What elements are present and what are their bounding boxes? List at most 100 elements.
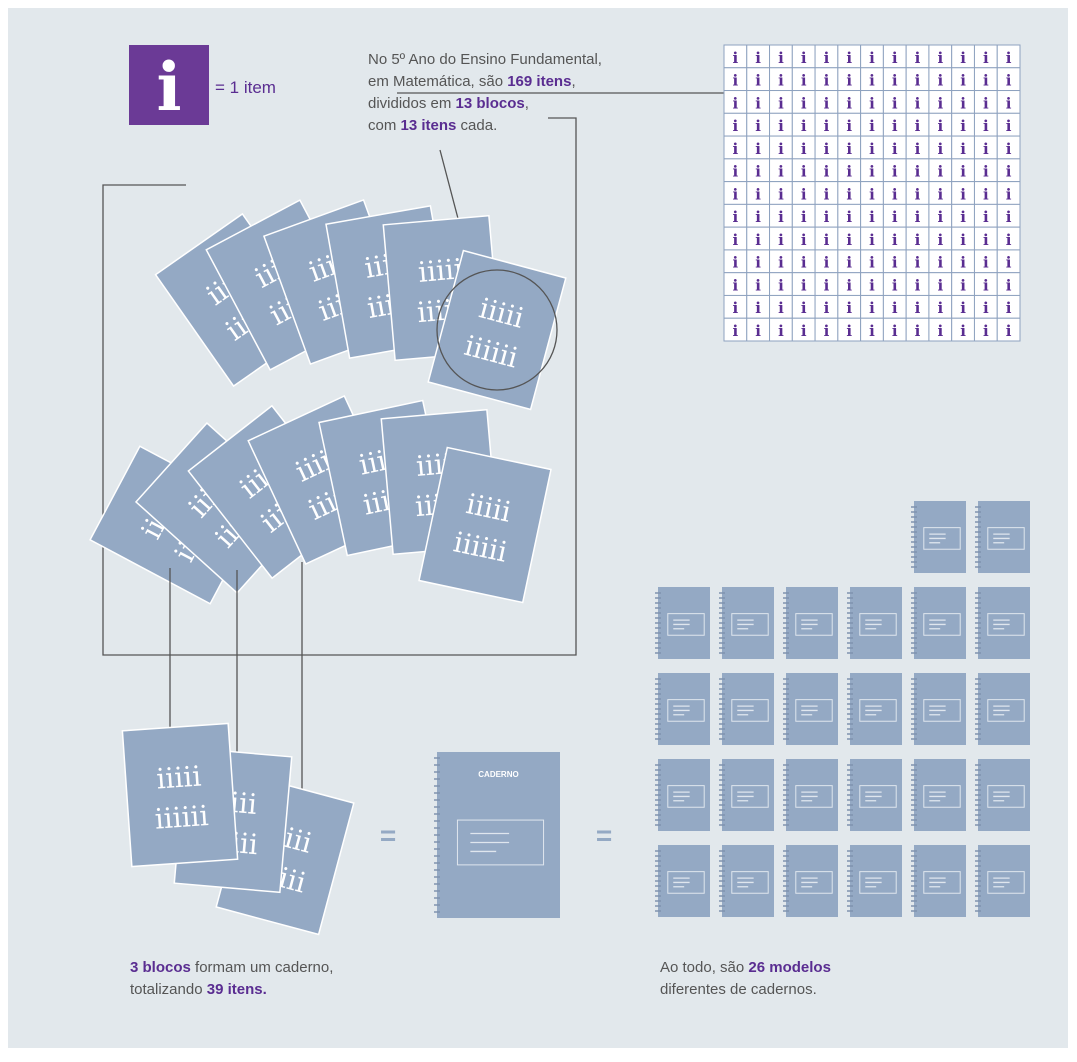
grid-glyph: i bbox=[960, 276, 966, 294]
notebook-cover bbox=[978, 845, 1030, 917]
grid-glyph: i bbox=[801, 231, 807, 249]
grid-glyph: i bbox=[801, 117, 807, 135]
grid-glyph: i bbox=[801, 299, 807, 317]
text-segment: totalizando bbox=[130, 981, 207, 998]
grid-glyph: i bbox=[915, 208, 921, 226]
grid-glyph: i bbox=[801, 208, 807, 226]
grid-glyph: i bbox=[755, 117, 761, 135]
grid-glyph: i bbox=[1006, 254, 1012, 272]
grid-glyph: i bbox=[892, 276, 898, 294]
grid-glyph: i bbox=[937, 163, 943, 181]
notebook-cover bbox=[978, 587, 1030, 659]
grid-glyph: i bbox=[801, 49, 807, 67]
notebook-model bbox=[655, 587, 710, 659]
grid-glyph: i bbox=[915, 254, 921, 272]
grid-glyph: i bbox=[915, 94, 921, 112]
grid-glyph: i bbox=[869, 163, 875, 181]
grid-glyph: i bbox=[824, 117, 830, 135]
grid-glyph: i bbox=[869, 117, 875, 135]
summary-line: totalizando 39 itens. bbox=[130, 981, 267, 998]
legend-label: = 1 item bbox=[215, 78, 276, 97]
grid-glyph: i bbox=[846, 254, 852, 272]
summary-line: 3 blocos formam um caderno, bbox=[130, 959, 333, 976]
grid-glyph: i bbox=[960, 254, 966, 272]
grid-glyph: i bbox=[1006, 163, 1012, 181]
grid-glyph: i bbox=[937, 185, 943, 203]
notebook-model bbox=[719, 587, 774, 659]
grid-glyph: i bbox=[937, 322, 943, 340]
notebook-model bbox=[655, 845, 710, 917]
grid-glyph: i bbox=[960, 231, 966, 249]
grid-glyph: i bbox=[1006, 208, 1012, 226]
notebook-cover bbox=[786, 587, 838, 659]
grid-glyph: i bbox=[755, 299, 761, 317]
grid-glyph: i bbox=[778, 94, 784, 112]
grid-glyph: i bbox=[778, 208, 784, 226]
block-items: iiiii bbox=[155, 760, 202, 796]
grid-glyph: i bbox=[733, 117, 739, 135]
notebook-model bbox=[719, 673, 774, 745]
grid-glyph: i bbox=[801, 185, 807, 203]
grid-glyph: i bbox=[892, 185, 898, 203]
grid-glyph: i bbox=[824, 276, 830, 294]
grid-glyph: i bbox=[937, 140, 943, 158]
notebook-model bbox=[847, 759, 902, 831]
grid-glyph: i bbox=[869, 208, 875, 226]
intro-line: No 5º Ano do Ensino Fundamental, bbox=[368, 51, 602, 68]
grid-glyph: i bbox=[892, 254, 898, 272]
grid-glyph: i bbox=[915, 299, 921, 317]
grid-glyph: i bbox=[1006, 117, 1012, 135]
grid-glyph: i bbox=[755, 231, 761, 249]
grid-glyph: i bbox=[733, 254, 739, 272]
notebook-cover bbox=[658, 845, 710, 917]
grid-glyph: i bbox=[983, 322, 989, 340]
grid-glyph: i bbox=[733, 140, 739, 158]
grid-glyph: i bbox=[960, 72, 966, 90]
grid-glyph: i bbox=[983, 163, 989, 181]
notebook-model bbox=[975, 587, 1030, 659]
notebook-cover bbox=[978, 759, 1030, 831]
grid-glyph: i bbox=[778, 140, 784, 158]
grid-glyph: i bbox=[778, 276, 784, 294]
notebook-model bbox=[719, 759, 774, 831]
grid-glyph: i bbox=[915, 72, 921, 90]
grid-glyph: i bbox=[755, 72, 761, 90]
grid-glyph: i bbox=[733, 231, 739, 249]
intro-line: com 13 itens cada. bbox=[368, 117, 497, 134]
grid-glyph: i bbox=[937, 117, 943, 135]
grid-glyph: i bbox=[937, 254, 943, 272]
grid-glyph: i bbox=[869, 299, 875, 317]
grid-glyph: i bbox=[755, 322, 761, 340]
notebook-model bbox=[719, 845, 774, 917]
grid-glyph: i bbox=[846, 208, 852, 226]
grid-glyph: i bbox=[983, 208, 989, 226]
grid-glyph: i bbox=[960, 163, 966, 181]
block-sheet bbox=[122, 723, 237, 866]
grid-glyph: i bbox=[892, 72, 898, 90]
text-segment: 13 itens bbox=[401, 117, 457, 134]
grid-glyph: i bbox=[801, 72, 807, 90]
grid-glyph: i bbox=[778, 299, 784, 317]
grid-glyph: i bbox=[892, 163, 898, 181]
grid-glyph: i bbox=[892, 322, 898, 340]
notebook-cover bbox=[914, 673, 966, 745]
grid-glyph: i bbox=[960, 208, 966, 226]
text-segment: , bbox=[571, 73, 575, 90]
grid-glyph: i bbox=[846, 322, 852, 340]
grid-glyph: i bbox=[755, 94, 761, 112]
notebook-model bbox=[911, 845, 966, 917]
notebook-cover bbox=[658, 759, 710, 831]
grid-glyph: i bbox=[983, 140, 989, 158]
notebook-cover bbox=[978, 673, 1030, 745]
grid-glyph: i bbox=[1006, 49, 1012, 67]
notebook-model bbox=[783, 673, 838, 745]
text-segment: diferentes de cadernos. bbox=[660, 981, 817, 998]
grid-glyph: i bbox=[824, 185, 830, 203]
text-segment: com bbox=[368, 117, 401, 134]
grid-glyph: i bbox=[733, 322, 739, 340]
grid-glyph: i bbox=[801, 276, 807, 294]
grid-glyph: i bbox=[733, 208, 739, 226]
text-segment: cada. bbox=[456, 117, 497, 134]
grid-glyph: i bbox=[801, 94, 807, 112]
notebook-cover bbox=[914, 759, 966, 831]
